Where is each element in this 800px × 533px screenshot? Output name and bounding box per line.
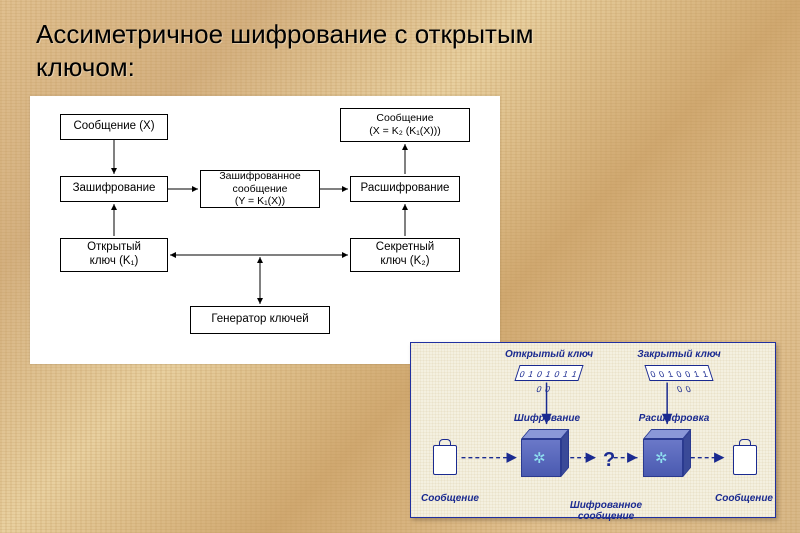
node-result: Сообщение (X = K₂ (K₁(X))) <box>340 108 470 142</box>
node-secret-key: Секретный ключ (K₂) <box>350 238 460 272</box>
node-key-generator: Генератор ключей <box>190 306 330 334</box>
node-key-generator-label: Генератор ключей <box>211 313 308 327</box>
label-decrypt: Расшифровка <box>629 413 719 424</box>
open-key-bits: 0 1 0 1 0 1 1 0 0 <box>518 369 579 394</box>
label-message-mid: Шифрованное сообщение <box>561 489 651 522</box>
decrypt-cube-icon: ✲ <box>643 429 691 477</box>
node-open-key-label: Открытый ключ (K₁) <box>87 241 141 269</box>
asymmetric-scheme-diagram: Сообщение (X) Зашифрование Зашифрованное… <box>30 96 500 364</box>
node-message: Сообщение (X) <box>60 114 168 140</box>
open-key-shape: 0 1 0 1 0 1 1 0 0 <box>514 365 583 381</box>
gear-icon: ✲ <box>655 449 668 467</box>
node-encrypt: Зашифрование <box>60 176 168 202</box>
label-message-left: Сообщение <box>415 493 485 504</box>
label-open-key: Открытый ключ <box>499 349 599 360</box>
question-mark: ? <box>603 449 615 472</box>
gear-icon: ✲ <box>533 449 546 467</box>
title-line-2: ключом: <box>36 52 135 82</box>
closed-key-bits: 0 0 1 0 0 1 1 0 0 <box>649 369 710 394</box>
document-left-icon <box>431 439 459 475</box>
node-open-key: Открытый ключ (K₁) <box>60 238 168 272</box>
label-closed-key: Закрытый ключ <box>629 349 729 360</box>
node-secret-key-label: Секретный ключ (K₂) <box>376 241 434 269</box>
node-encrypt-label: Зашифрование <box>73 182 156 196</box>
node-ciphertext-label: Зашифрованное сообщение (Y = K₁(X)) <box>219 170 300 208</box>
encrypt-cube-icon: ✲ <box>521 429 569 477</box>
closed-key-shape: 0 0 1 0 0 1 1 0 0 <box>644 365 713 381</box>
node-message-label: Сообщение (X) <box>73 120 154 134</box>
node-decrypt: Расшифрование <box>350 176 460 202</box>
node-ciphertext: Зашифрованное сообщение (Y = K₁(X)) <box>200 170 320 208</box>
label-encrypt: Шифрование <box>507 413 587 424</box>
node-result-label: Сообщение (X = K₂ (K₁(X))) <box>369 112 441 137</box>
document-right-icon <box>731 439 759 475</box>
label-message-right: Сообщение <box>711 493 777 504</box>
node-decrypt-label: Расшифрование <box>361 182 450 196</box>
page-title: Ассиметричное шифрование с открытым ключ… <box>36 18 534 83</box>
title-line-1: Ассиметричное шифрование с открытым <box>36 19 534 49</box>
encryption-pictorial-diagram: Открытый ключ Закрытый ключ 0 1 0 1 0 1 … <box>410 342 776 518</box>
